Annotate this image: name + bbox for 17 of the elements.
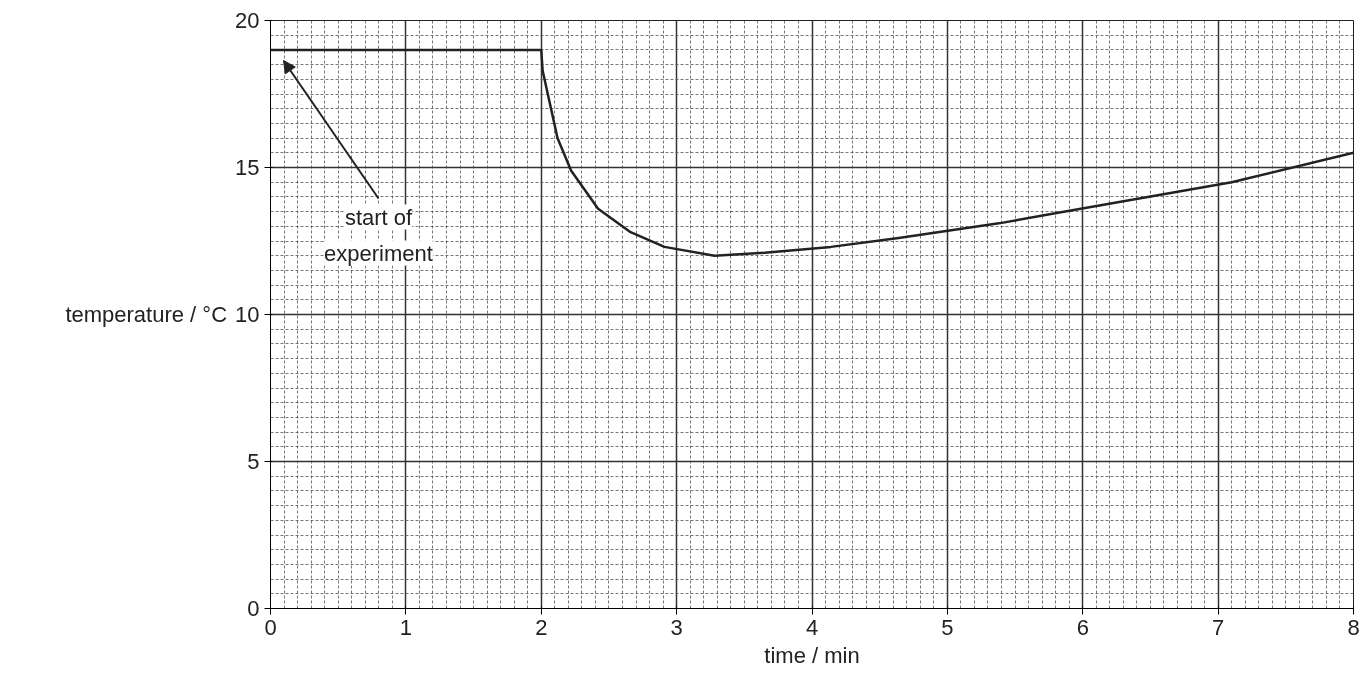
y-tick-label: 5 [247, 449, 260, 474]
y-tick-label: 10 [235, 302, 260, 327]
x-tick-label: 5 [941, 614, 954, 640]
x-tick-label: 4 [805, 614, 819, 640]
x-tick-label: 3 [670, 614, 683, 640]
annotation: start of experiment [324, 204, 433, 266]
y-tick-label: 15 [235, 155, 260, 180]
x-tick-label: 6 [1076, 614, 1089, 640]
x-axis-title: time / min [764, 642, 860, 668]
x-tick-label: 7 [1212, 614, 1225, 640]
x-tick-label: 8 [1347, 614, 1360, 640]
x-tick-label: 0 [264, 614, 277, 640]
y-axis-title: temperature / °C [65, 302, 228, 327]
x-tick-label: 1 [399, 614, 413, 640]
x-tick-label: 2 [535, 614, 548, 640]
y-tick-label: 0 [247, 596, 260, 621]
y-tick-label: 20 [235, 8, 260, 33]
